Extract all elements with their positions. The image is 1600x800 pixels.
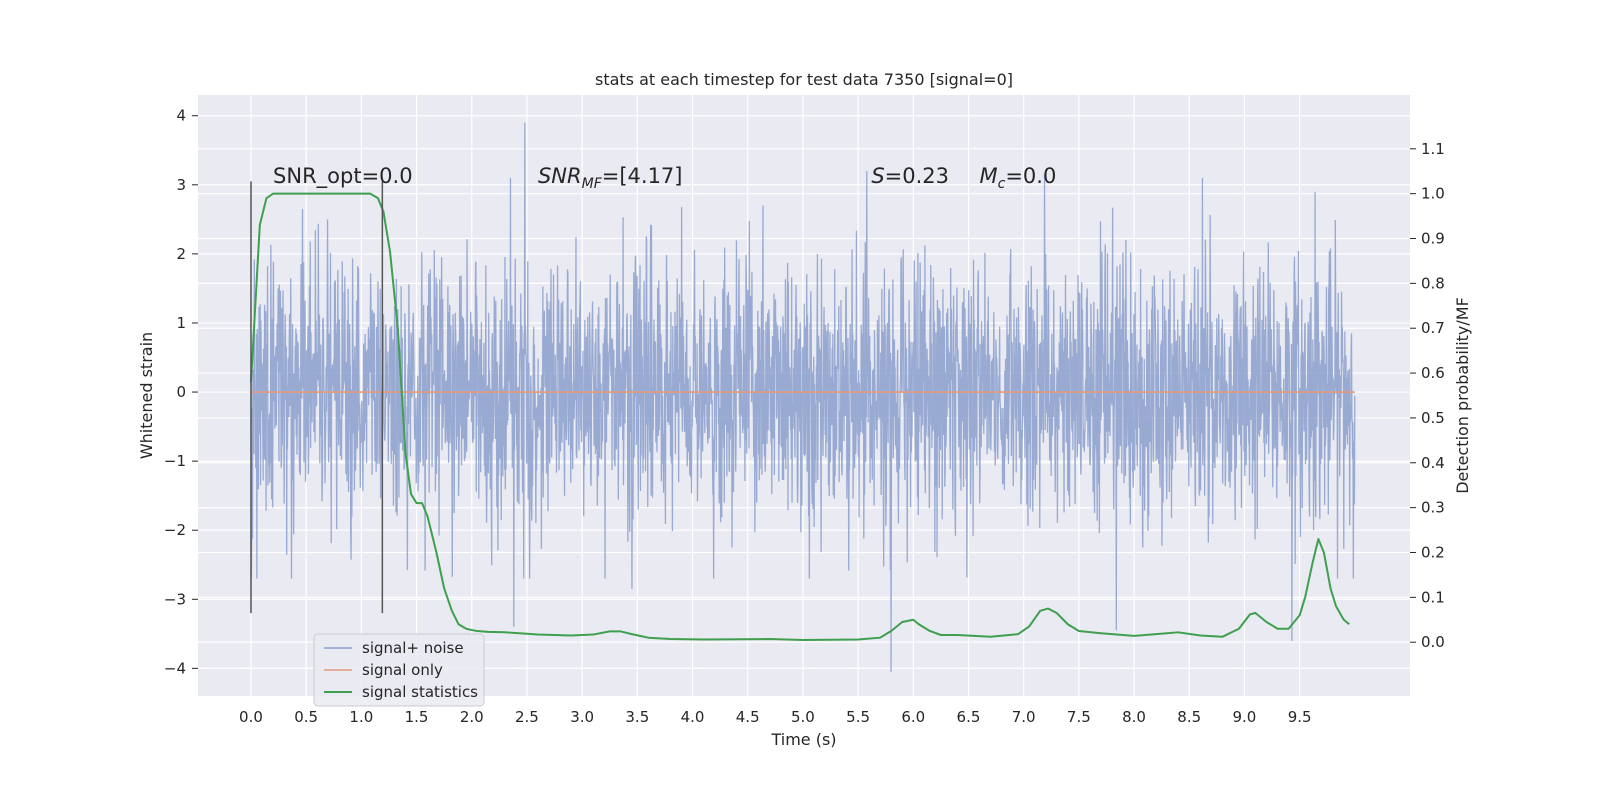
axis-ticks: 0.0 0.5 1.0 1.5 2.0 2.5 3.0 3.5 4.0 4.5 5.0 5.5 6.0 6…	[164, 107, 1445, 726]
x-tick-label: 0.0	[239, 708, 263, 726]
x-tick-label: 9.0	[1232, 708, 1256, 726]
x-tick-label: 4.5	[736, 708, 760, 726]
annotation-symbol: SNR	[538, 164, 582, 188]
y2-tick-label: 1.0	[1421, 185, 1445, 203]
x-tick-label: 6.5	[957, 708, 981, 726]
y2-tick-label: 0.0	[1421, 633, 1445, 651]
x-tick-label: 5.0	[791, 708, 815, 726]
y2-tick-label: 0.7	[1421, 319, 1445, 337]
annotation-label: S=0.23	[871, 164, 949, 188]
y-tick-label: −1	[164, 452, 186, 470]
y-tick-label: 1	[176, 314, 186, 332]
y-tick-label: −2	[164, 521, 186, 539]
x-tick-label: 9.5	[1288, 708, 1312, 726]
y2-tick-label: 0.5	[1421, 409, 1445, 427]
chart-title: stats at each timestep for test data 735…	[595, 70, 1013, 89]
y-axis-label: Whitened strain	[137, 332, 156, 459]
y2-tick-label: 0.4	[1421, 454, 1445, 472]
annotation-label: SNR_opt=0.0	[273, 164, 413, 189]
legend-label: signal+ noise	[362, 639, 464, 657]
annotation-subscript: MF	[582, 176, 603, 192]
y-tick-label: 4	[176, 107, 186, 125]
annotation-value: =0.23	[885, 164, 949, 188]
x-tick-label: 2.5	[515, 708, 539, 726]
series-signal-statistics	[249, 192, 1350, 641]
x-tick-label: 8.0	[1122, 708, 1146, 726]
y2-tick-label: 0.8	[1421, 274, 1445, 292]
x-tick-label: 1.5	[405, 708, 429, 726]
x-tick-label: 3.0	[570, 708, 594, 726]
y2-tick-label: 0.2	[1421, 543, 1445, 561]
y-tick-label: −3	[164, 590, 186, 608]
annotation-label: Mc=0.0	[980, 164, 1057, 192]
annotation-symbol: S	[871, 164, 884, 188]
y-tick-label: 2	[176, 245, 186, 263]
x-tick-label: 3.5	[625, 708, 649, 726]
y-tick-label: 3	[176, 176, 186, 194]
annotation-value: =0.0	[1005, 164, 1056, 188]
legend: signal+ noise signal only signal statistic…	[313, 633, 485, 707]
y2-tick-label: 0.6	[1421, 364, 1445, 382]
y2-tick-label: 1.1	[1421, 140, 1445, 158]
y2-tick-label: 0.3	[1421, 499, 1445, 517]
series-layer	[249, 122, 1356, 672]
legend-box	[313, 633, 485, 707]
vertical-markers	[250, 181, 384, 614]
x-tick-label: 2.0	[460, 708, 484, 726]
y-tick-label: −4	[164, 659, 186, 677]
x-tick-label: 4.0	[681, 708, 705, 726]
legend-label: signal statistics	[362, 683, 478, 701]
annotation-value: =[4.17]	[602, 164, 683, 188]
y2-axis-label: Detection probability/MF	[1453, 297, 1472, 494]
x-tick-label: 8.5	[1177, 708, 1201, 726]
annotation-symbol: M	[980, 164, 998, 188]
x-tick-label: 7.5	[1067, 708, 1091, 726]
annotation-label: SNRMF=[4.17]	[538, 164, 683, 192]
series-signal-plus-noise	[250, 122, 1356, 672]
annotation-subscript: c	[998, 176, 1006, 192]
y2-tick-label: 0.1	[1421, 588, 1445, 606]
x-tick-label: 1.0	[349, 708, 373, 726]
x-axis-label: Time (s)	[770, 730, 836, 749]
x-tick-label: 5.5	[846, 708, 870, 726]
y2-tick-label: 0.9	[1421, 230, 1445, 248]
legend-label: signal only	[362, 661, 443, 679]
x-tick-label: 6.0	[901, 708, 925, 726]
annotations: SNR_opt=0.0 SNRMF=[4.17] S=0.23 Mc=0.0	[273, 164, 1056, 192]
x-tick-label: 0.5	[294, 708, 318, 726]
y-tick-label: 0	[176, 383, 186, 401]
x-tick-label: 7.0	[1012, 708, 1036, 726]
